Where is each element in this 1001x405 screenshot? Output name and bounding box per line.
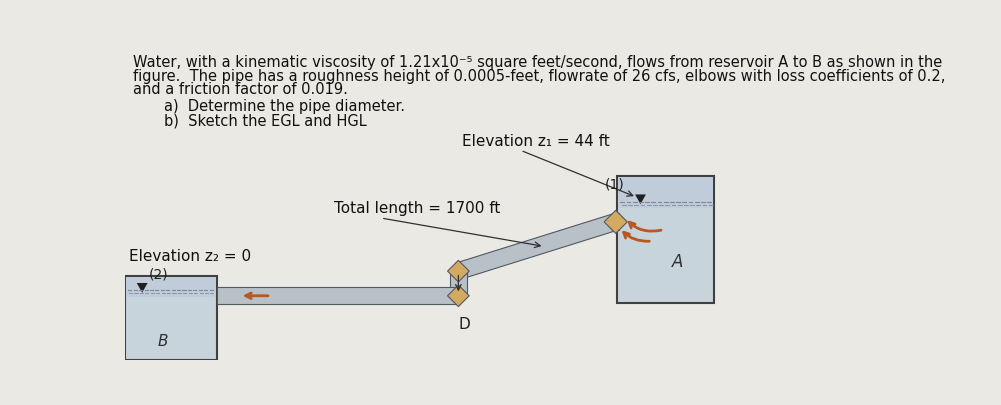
Text: Total length = 1700 ft: Total length = 1700 ft [334, 201, 500, 216]
Text: a)  Determine the pipe diameter.: a) Determine the pipe diameter. [164, 99, 404, 115]
Text: Elevation z₂ = 0: Elevation z₂ = 0 [129, 249, 251, 264]
Bar [127, 277, 215, 296]
Polygon shape [447, 260, 469, 282]
Bar [125, 276, 216, 360]
Polygon shape [618, 213, 619, 230]
Polygon shape [449, 271, 466, 296]
Polygon shape [455, 214, 619, 279]
Text: Water, with a kinematic viscosity of 1.21x10⁻⁵ square feet/second, flows from re: Water, with a kinematic viscosity of 1.2… [133, 55, 942, 70]
Text: and a friction factor of 0.019.: and a friction factor of 0.019. [133, 83, 347, 98]
Text: b)  Sketch the EGL and HGL: b) Sketch the EGL and HGL [164, 113, 366, 128]
Text: (1): (1) [606, 177, 625, 191]
Text: (2): (2) [148, 267, 168, 281]
Text: D: D [458, 318, 470, 333]
Text: A: A [672, 253, 683, 271]
Polygon shape [635, 194, 646, 204]
Text: figure.  The pipe has a roughness height of 0.0005-feet, flowrate of 26 cfs, elb: figure. The pipe has a roughness height … [133, 68, 945, 83]
Bar [619, 177, 713, 208]
Polygon shape [137, 283, 147, 293]
Text: B: B [158, 334, 168, 349]
Polygon shape [447, 285, 469, 307]
Bar [618, 176, 714, 303]
Text: Elevation z₁ = 44 ft: Elevation z₁ = 44 ft [462, 134, 610, 149]
Polygon shape [216, 287, 459, 304]
Polygon shape [604, 210, 628, 233]
